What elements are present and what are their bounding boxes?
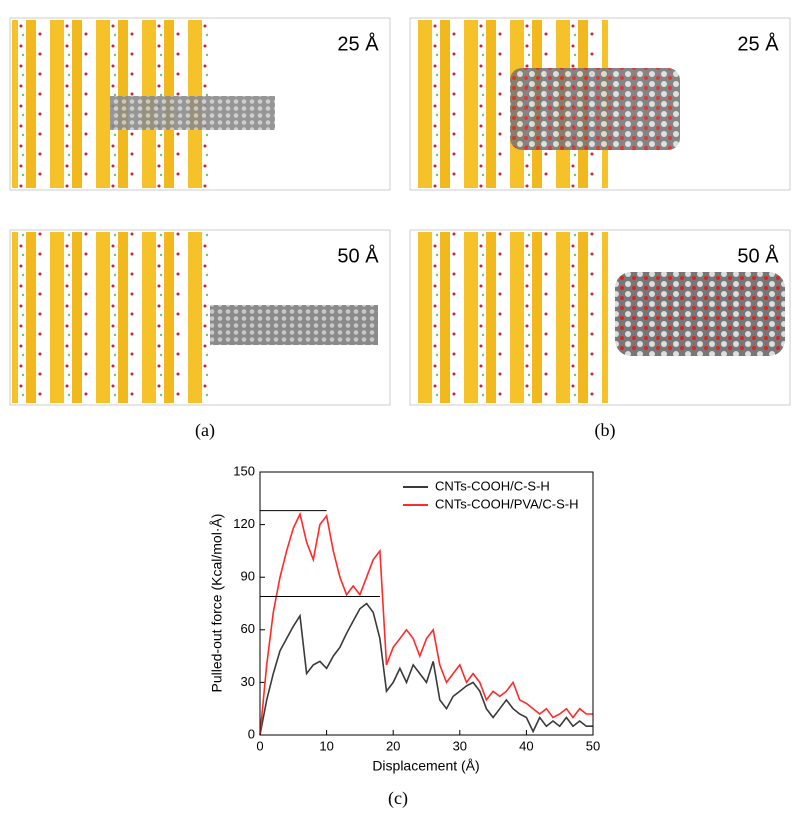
nanotube [210, 305, 378, 345]
csh-slab [412, 232, 608, 403]
caption: (c) [388, 788, 408, 809]
frame-label: 50 Å [737, 244, 779, 267]
nanotube [110, 96, 275, 130]
y-tick-label: 60 [241, 621, 255, 636]
x-tick-label: 10 [319, 738, 333, 753]
x-axis-label: Displacement (Å) [372, 758, 479, 774]
frame-label: 25 Å [737, 32, 779, 55]
series-line [259, 602, 593, 736]
x-tick-label: 20 [386, 738, 400, 753]
x-tick-label: 40 [519, 738, 533, 753]
csh-slab [12, 232, 208, 403]
y-tick-label: 90 [241, 569, 255, 584]
y-tick-label: 150 [233, 463, 255, 478]
x-tick-label: 50 [586, 738, 600, 753]
frame-label: 50 Å [337, 244, 379, 267]
y-tick-label: 30 [241, 674, 255, 689]
y-tick-label: 120 [233, 516, 255, 531]
plot-frame [259, 471, 594, 736]
series-line [259, 511, 593, 736]
nanotube [615, 272, 785, 356]
y-axis-label: Pulled-out force (Kcal/mol·Å) [209, 514, 225, 693]
caption: (a) [195, 420, 215, 441]
legend-label: CNTs-COOH/PVA/C-S-H [435, 496, 578, 511]
nanotube [510, 68, 680, 150]
x-tick-label: 30 [453, 738, 467, 753]
x-tick-label: 0 [256, 738, 263, 753]
frame-label: 25 Å [337, 32, 379, 55]
chart: 0 10 20 30 40 50 0 30 60 90 120 150 CNTs-COOH/C-S-H C… [233, 463, 600, 753]
caption: (b) [595, 420, 616, 441]
legend-label: CNTs-COOH/C-S-H [435, 478, 550, 493]
y-tick-label: 0 [248, 726, 255, 741]
